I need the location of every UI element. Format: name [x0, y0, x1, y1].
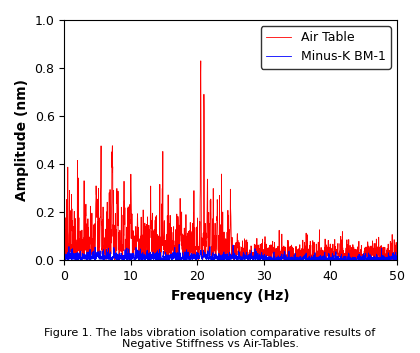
Air Table — [385, 257, 390, 262]
Minus-K BM-1 — [385, 257, 390, 261]
Air Table — [394, 253, 399, 257]
Air Table — [224, 256, 229, 260]
Minus-K BM-1 — [224, 255, 229, 259]
X-axis label: Frequency (Hz): Frequency (Hz) — [171, 289, 290, 303]
Air Table — [198, 59, 203, 63]
Air Table — [324, 256, 329, 260]
Air Table — [284, 258, 289, 262]
Minus-K BM-1 — [327, 258, 332, 263]
Line: Minus-K BM-1: Minus-K BM-1 — [64, 244, 397, 261]
Minus-K BM-1 — [324, 256, 329, 261]
Air Table — [385, 255, 390, 259]
Air Table — [215, 202, 220, 206]
Text: Figure 1. The labs vibration isolation comparative results of
Negative Stiffness: Figure 1. The labs vibration isolation c… — [45, 328, 375, 349]
Minus-K BM-1 — [79, 258, 84, 262]
Minus-K BM-1 — [62, 257, 67, 261]
Minus-K BM-1 — [394, 257, 399, 261]
Air Table — [79, 246, 84, 250]
Line: Air Table: Air Table — [64, 61, 397, 260]
Air Table — [62, 242, 67, 246]
Minus-K BM-1 — [176, 242, 181, 246]
Minus-K BM-1 — [385, 256, 390, 260]
Legend: Air Table, Minus-K BM-1: Air Table, Minus-K BM-1 — [261, 26, 391, 68]
Y-axis label: Amplitude (nm): Amplitude (nm) — [15, 79, 29, 201]
Minus-K BM-1 — [215, 258, 220, 262]
